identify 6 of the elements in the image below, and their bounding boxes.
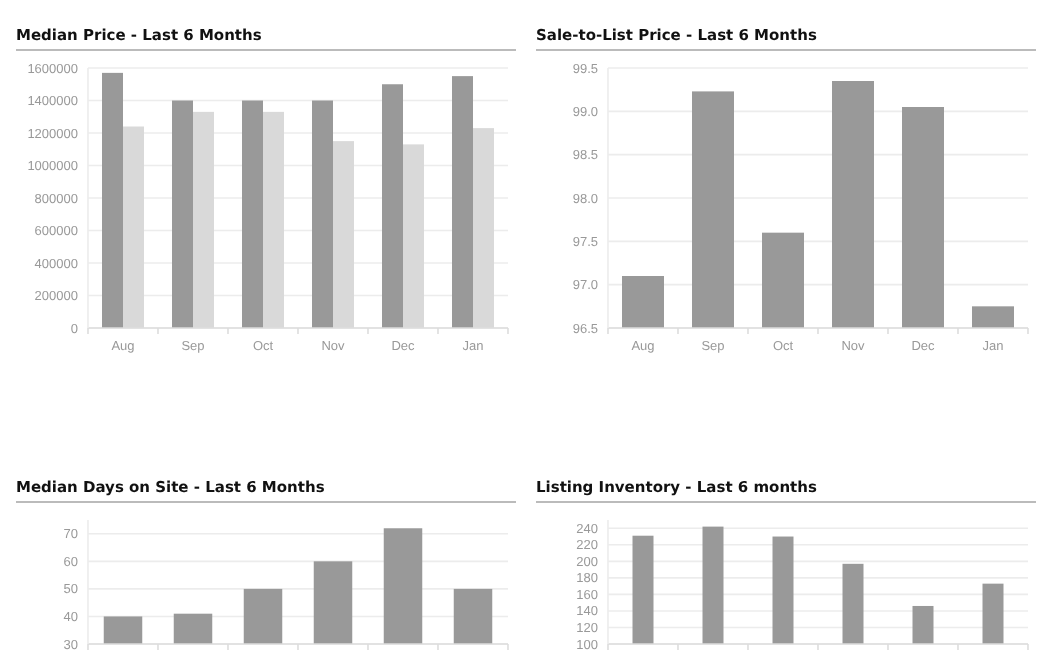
- bar: [452, 76, 473, 328]
- bar: [242, 100, 263, 328]
- bar: [382, 84, 403, 328]
- bar: [312, 100, 333, 328]
- bar: [172, 100, 193, 328]
- bar: [102, 72, 123, 328]
